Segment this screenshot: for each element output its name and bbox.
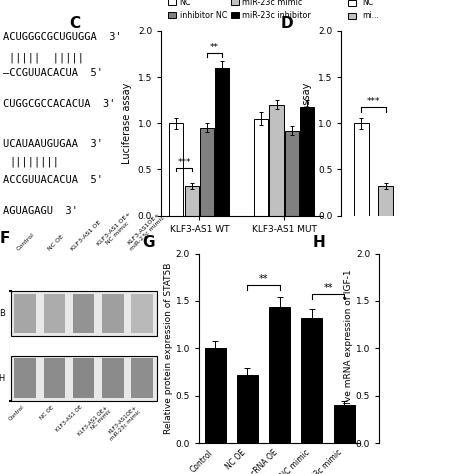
Legend: NC, mi...: NC, mi...	[345, 0, 382, 23]
Bar	[44, 293, 65, 333]
Text: H: H	[313, 235, 326, 250]
Y-axis label: Luciferase assay: Luciferase assay	[122, 82, 132, 164]
Bar	[269, 307, 290, 443]
Text: KLF3-AS1 OE+
NC mimic: KLF3-AS1 OE+ NC mimic	[96, 211, 136, 251]
Bar	[131, 293, 153, 333]
Bar	[205, 348, 226, 443]
Bar	[73, 293, 94, 333]
Y-axis label: Relative mRNA expression of IGF-1: Relative mRNA expression of IGF-1	[344, 270, 353, 427]
Text: AGUAGAGU  3': AGUAGAGU 3'	[3, 206, 78, 216]
Text: ||||||||: ||||||||	[9, 157, 59, 167]
Bar	[200, 128, 214, 216]
Text: F: F	[0, 231, 10, 246]
Bar	[131, 358, 153, 398]
Text: —CCGUUACACUA  5': —CCGUUACACUA 5'	[3, 68, 103, 78]
Text: **: **	[259, 274, 268, 284]
Text: NC OE: NC OE	[47, 234, 65, 251]
Bar	[102, 293, 124, 333]
Bar	[301, 318, 322, 443]
Bar	[14, 293, 36, 333]
Text: |||||  |||||: ||||| |||||	[9, 52, 84, 63]
Bar	[73, 358, 94, 398]
Bar	[11, 356, 157, 401]
Bar	[185, 186, 199, 216]
Text: GAPDH: GAPDH	[0, 374, 6, 383]
Bar	[270, 105, 283, 216]
Text: KLF3-AS1OE+
miR-23c mimic: KLF3-AS1OE+ miR-23c mimic	[125, 210, 166, 251]
Y-axis label: Luciferase assay: Luciferase assay	[302, 82, 312, 164]
Text: D: D	[280, 16, 293, 31]
Bar	[102, 358, 124, 398]
Text: Control: Control	[8, 404, 25, 422]
Bar	[44, 358, 65, 398]
Text: KLF3-AS1 OE+
NC mimic: KLF3-AS1 OE+ NC mimic	[77, 404, 113, 440]
Text: ACCGUUACACUA  5': ACCGUUACACUA 5'	[3, 174, 103, 184]
Bar	[285, 131, 299, 216]
Text: G: G	[143, 235, 155, 250]
Text: ACUGGGCGCUGUGGA  3': ACUGGGCGCUGUGGA 3'	[3, 32, 122, 42]
Bar	[354, 123, 369, 216]
Text: KLF3-AS1 OE: KLF3-AS1 OE	[70, 219, 102, 251]
Bar	[169, 123, 183, 216]
Text: STAT5B: STAT5B	[0, 309, 6, 318]
Text: C: C	[70, 16, 81, 31]
Text: Control: Control	[16, 231, 36, 251]
Bar	[11, 291, 157, 336]
Text: **: **	[210, 43, 219, 52]
Text: ***: ***	[367, 97, 380, 106]
Text: ***: ***	[177, 158, 191, 167]
Bar	[14, 358, 36, 398]
Text: **: **	[323, 283, 333, 293]
Text: KLF3-AS1OE+
miR-23c mimic: KLF3-AS1OE+ miR-23c mimic	[105, 404, 142, 441]
Legend: NC, inhibitor NC, miR-23c mimic, miR-23c inhibitor: NC, inhibitor NC, miR-23c mimic, miR-23c…	[165, 0, 314, 23]
Bar	[300, 107, 314, 216]
Bar	[334, 405, 355, 443]
Bar	[378, 186, 393, 216]
Bar	[254, 118, 268, 216]
Y-axis label: Relative protein expression of STAT5B: Relative protein expression of STAT5B	[164, 263, 173, 434]
Bar	[215, 68, 229, 216]
Text: NC OE: NC OE	[39, 404, 55, 420]
Text: CUGGCGCCACACUA  3': CUGGCGCCACACUA 3'	[3, 99, 116, 109]
Text: KLF3-AS1 OE: KLF3-AS1 OE	[55, 404, 83, 433]
Bar	[237, 375, 258, 443]
Text: UCAUAAUGUGAA  3': UCAUAAUGUGAA 3'	[3, 139, 103, 149]
